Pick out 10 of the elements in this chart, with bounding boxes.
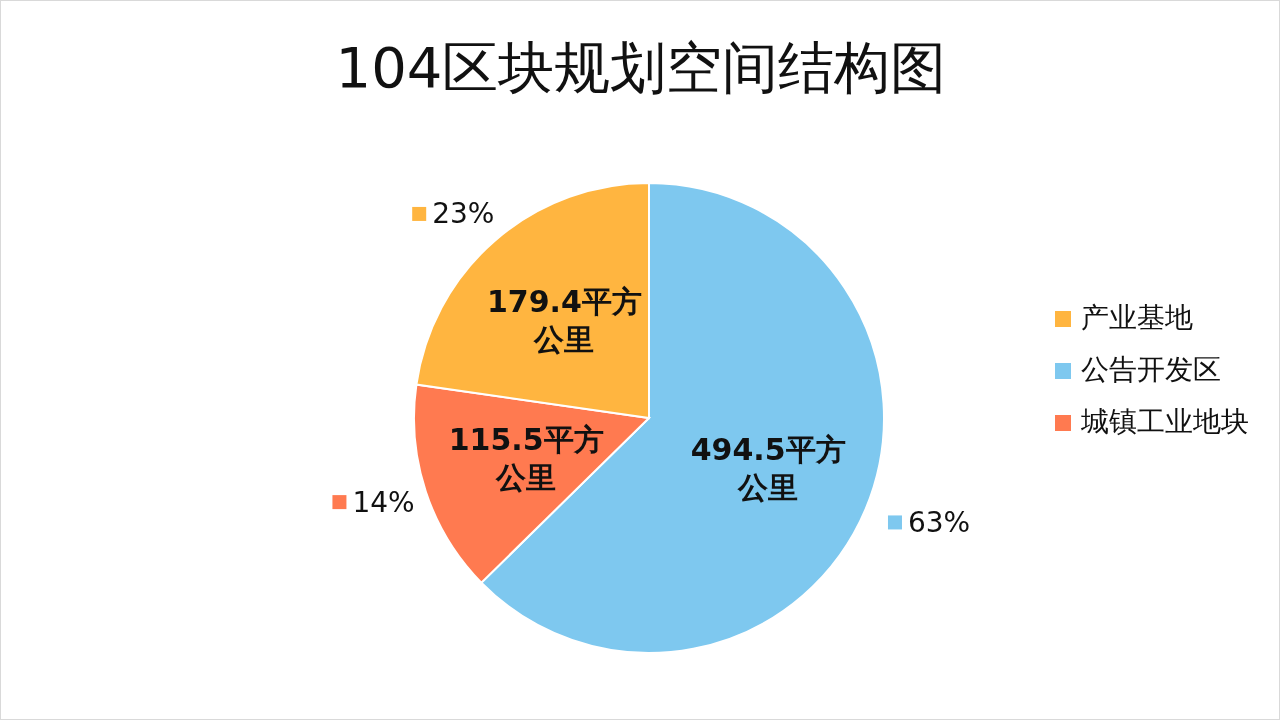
data-label: 115.5平方公里 (448, 421, 604, 495)
chart-title: 104区块规划空间结构图 (334, 34, 948, 102)
legend-label: 产业基地 (1081, 301, 1193, 334)
text: 63% (907, 505, 971, 539)
text: 23% (432, 197, 495, 231)
data-label: 179.4平方公里 (486, 283, 642, 357)
data-label: 494.5平方公里 (690, 431, 846, 505)
legend-label: 城镇工业地块 (1081, 405, 1249, 438)
text: 14% (352, 485, 415, 519)
legend-label: 公告开发区 (1081, 353, 1221, 386)
